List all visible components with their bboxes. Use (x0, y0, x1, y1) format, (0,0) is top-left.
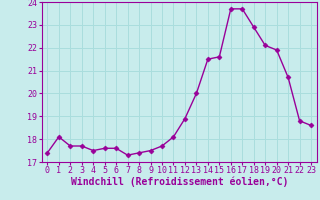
X-axis label: Windchill (Refroidissement éolien,°C): Windchill (Refroidissement éolien,°C) (70, 177, 288, 187)
